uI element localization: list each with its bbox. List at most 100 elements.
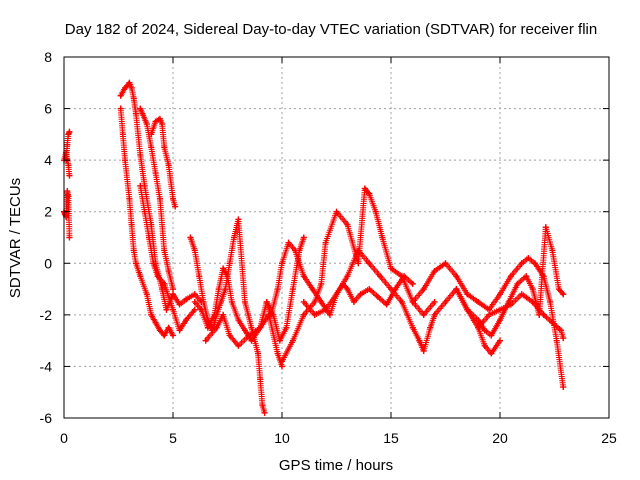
data-point (442, 298, 449, 305)
x-tick-labels: 0 5 10 15 20 25 (60, 430, 617, 446)
data-point (257, 324, 264, 331)
data-point (497, 337, 503, 344)
data-point (66, 172, 73, 179)
data-point (549, 319, 556, 326)
data-point (176, 327, 183, 334)
data-point (398, 273, 405, 280)
data-point (152, 170, 159, 177)
data-point (170, 306, 176, 313)
data-point (259, 402, 266, 409)
x-tick-label: 0 (60, 430, 68, 446)
data-point (558, 327, 565, 334)
data-point (170, 291, 176, 298)
series-track-q (475, 291, 567, 342)
data-point (191, 298, 198, 305)
data-point (481, 342, 488, 349)
data-point (141, 208, 148, 215)
data-point (283, 324, 290, 331)
y-tick-labels: -6 -4 -2 0 2 4 6 8 (40, 49, 53, 426)
data-point (241, 327, 248, 334)
data-point (374, 293, 381, 300)
data-point (255, 350, 262, 357)
data-point (322, 306, 329, 313)
data-point (475, 317, 482, 324)
data-point (488, 350, 495, 357)
data-point (152, 118, 159, 125)
data-point (161, 280, 168, 287)
data-point (416, 337, 423, 344)
data-point (300, 234, 307, 241)
data-point (311, 298, 318, 305)
data-point (159, 121, 166, 128)
data-point (481, 327, 488, 334)
series-track-c (63, 128, 73, 164)
data-point (549, 247, 556, 254)
data-point (475, 298, 482, 305)
data-point (126, 79, 133, 86)
data-point (126, 195, 133, 202)
x-tick-label: 20 (492, 430, 508, 446)
data-point (486, 306, 493, 313)
data-point (65, 162, 72, 169)
series-track-p (453, 224, 567, 339)
y-tick-label: -4 (40, 358, 53, 374)
series-markers-track-i (187, 216, 268, 416)
data-point (442, 260, 449, 267)
plot-frame (63, 56, 610, 419)
y-tick-label: 4 (44, 152, 52, 168)
data-point (130, 95, 137, 102)
data-point (130, 247, 137, 254)
x-tick-label: 25 (601, 430, 617, 446)
data-point (172, 203, 179, 210)
data-point (132, 110, 139, 117)
x-tick-label: 10 (274, 430, 290, 446)
data-point (137, 182, 144, 189)
data-point (409, 324, 416, 331)
data-point (285, 239, 292, 246)
data-point (497, 317, 503, 324)
data-point (161, 247, 168, 254)
data-point (507, 273, 514, 280)
series-track-j (191, 265, 285, 370)
data-point (117, 92, 124, 99)
data-point (398, 298, 405, 305)
data-point (150, 260, 157, 267)
data-point (196, 273, 203, 280)
data-point (488, 332, 495, 339)
data-point (228, 298, 235, 305)
data-point (215, 286, 222, 293)
data-point (161, 144, 168, 151)
data-point (318, 280, 325, 287)
data-point (333, 291, 340, 298)
data-point (540, 311, 547, 318)
x-tick-label: 15 (383, 430, 399, 446)
data-point (128, 84, 135, 91)
data-point (170, 332, 176, 339)
data-point (276, 337, 283, 344)
data-point (163, 306, 170, 313)
data-point (309, 286, 316, 293)
data-point (241, 298, 248, 305)
data-point (257, 376, 264, 383)
data-point (560, 291, 567, 298)
data-point (231, 234, 238, 241)
data-point (514, 280, 521, 287)
data-point (248, 324, 255, 331)
series-track-b (61, 188, 73, 241)
plot-marks (61, 79, 567, 416)
data-point (246, 332, 253, 339)
data-point (165, 268, 172, 275)
data-point (224, 273, 231, 280)
y-tick-label: 2 (44, 204, 52, 220)
data-point (235, 317, 242, 324)
data-point (156, 195, 163, 202)
data-point (431, 268, 438, 275)
data-point (176, 301, 183, 308)
data-point (66, 128, 73, 135)
data-point (453, 286, 460, 293)
data-point (355, 260, 362, 267)
series-track-m (279, 185, 438, 365)
data-point (226, 260, 233, 267)
data-point (547, 298, 554, 305)
data-point (122, 157, 129, 164)
